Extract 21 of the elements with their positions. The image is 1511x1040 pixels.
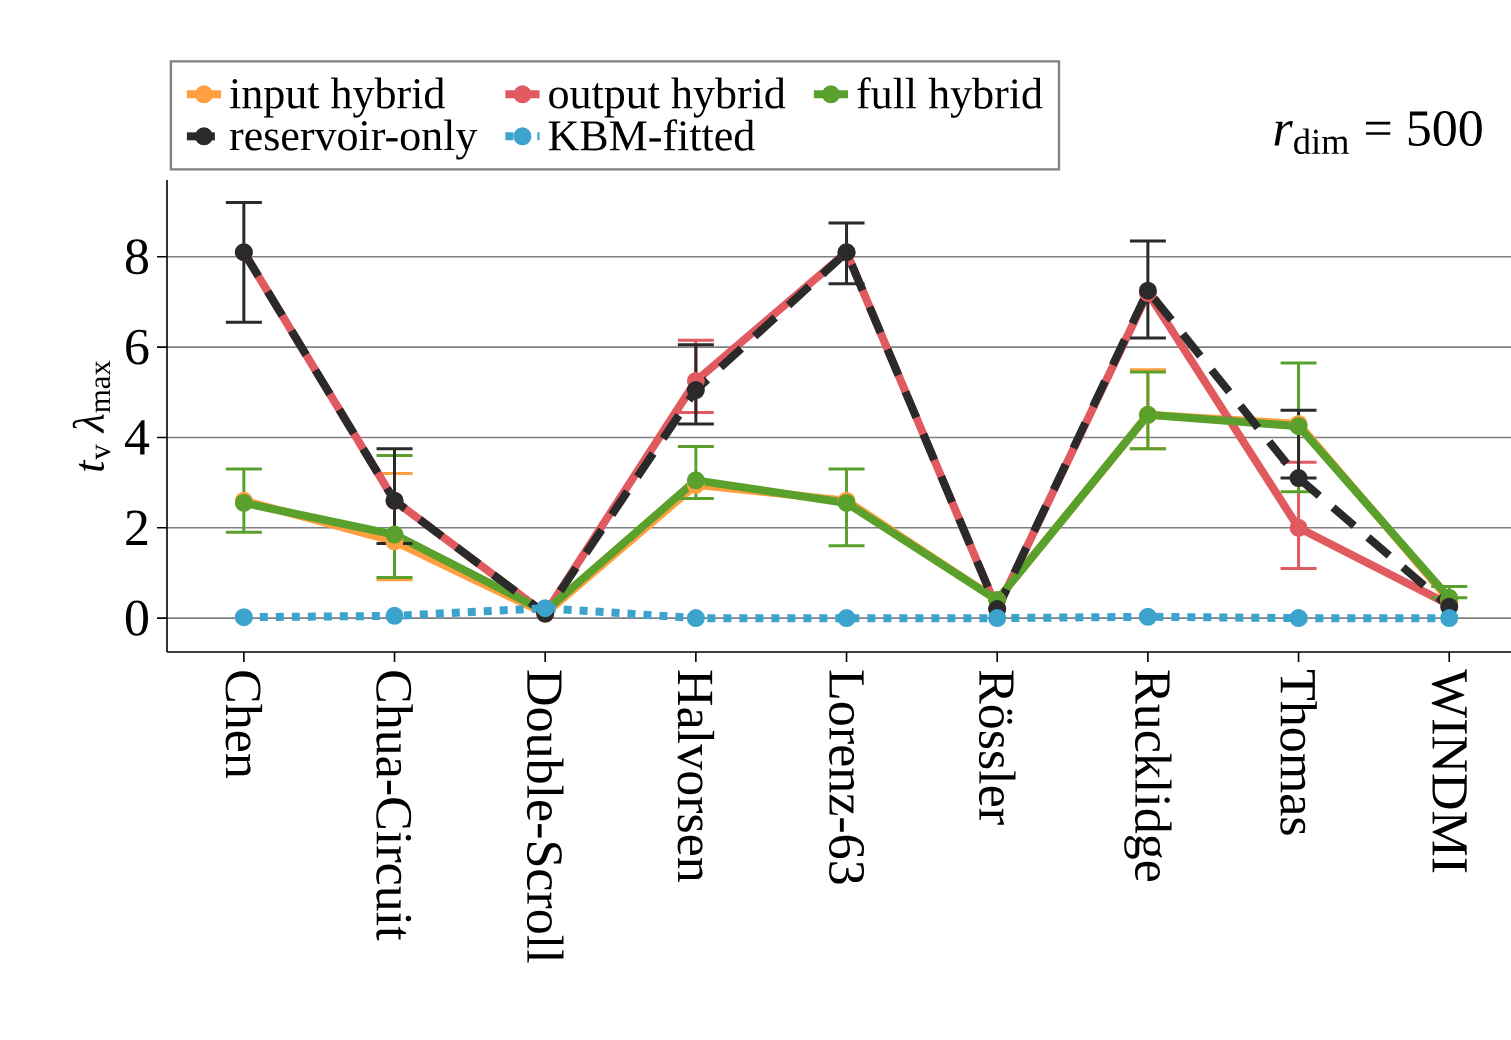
x-tick-label: Chua-Circuit	[376, 671, 413, 941]
y-tick-label: 4	[124, 420, 150, 455]
x-tick-label: Thomas	[1280, 670, 1317, 835]
y-tick-label: 8	[125, 239, 148, 275]
x-tick-label: Lorenz-63	[829, 670, 865, 884]
y-tick-label: 2	[126, 510, 148, 545]
legend-label: full hybrid	[857, 77, 1043, 118]
legend-label: reservoir-only	[229, 119, 478, 160]
x-tick-label: Chen	[225, 671, 263, 779]
text: r$_{dim}$ = 500	[1274, 110, 1482, 155]
legend-label: KBM-fitted	[548, 119, 755, 151]
x-tick-label: Rössler	[978, 670, 1016, 825]
legend-label: output hybrid	[549, 77, 786, 118]
legend-label: input hybrid	[229, 77, 445, 118]
x-tick-label: Rucklidge	[1124, 670, 1172, 882]
y-tick-label: 6	[126, 329, 149, 365]
x-tick-label: WINDMI	[1431, 669, 1467, 873]
x-tick-label: Halvorsen	[677, 670, 715, 883]
x-tick-label: Double-Scroll	[526, 670, 564, 963]
y-tick-label: 0	[125, 600, 148, 636]
y-axis-title: t$_{v}$ λ$_{max}$	[72, 360, 111, 471]
